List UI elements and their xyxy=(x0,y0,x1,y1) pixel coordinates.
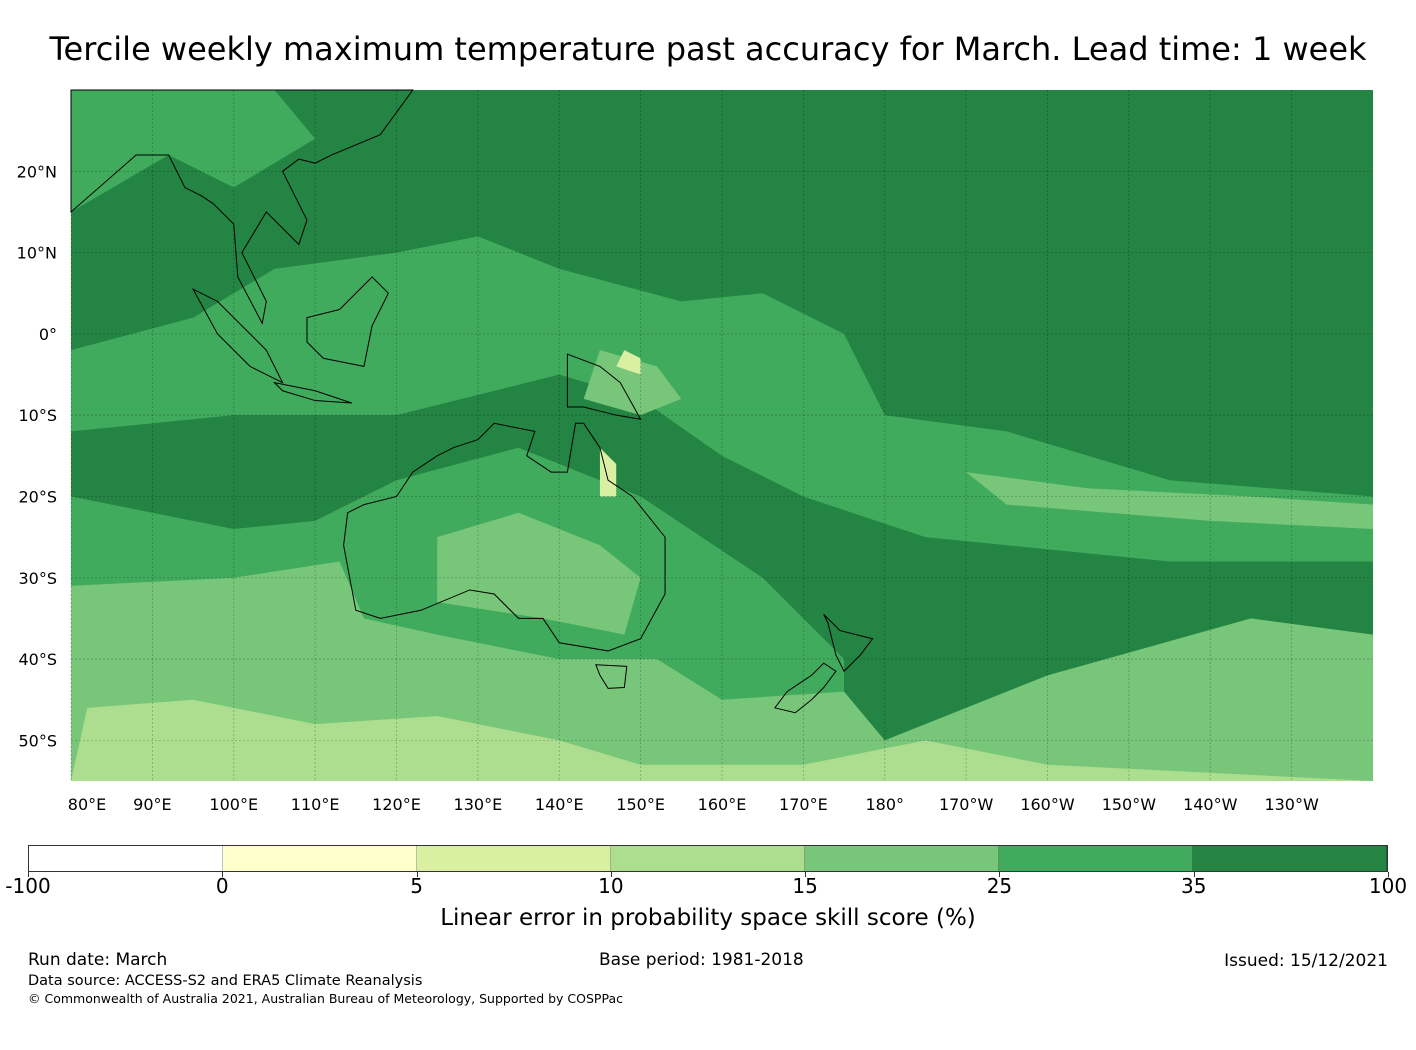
data-source: Data source: ACCESS-S2 and ERA5 Climate … xyxy=(28,973,423,989)
region-15-25 xyxy=(583,350,682,416)
lon-tick-label: 140°E xyxy=(535,795,584,814)
lon-tick-label: 160°W xyxy=(1020,795,1075,814)
colorbar-tick-label: 100 xyxy=(1368,874,1408,898)
colorbar-tick-mark xyxy=(28,872,29,877)
lat-tick-label: 50°S xyxy=(18,731,57,750)
colorbar-segment xyxy=(611,846,805,871)
lon-tick-label: 130°E xyxy=(454,795,503,814)
colorbar-segment xyxy=(417,846,611,871)
lon-tick-label: 80°E xyxy=(68,795,106,814)
lon-tick-label: 140°W xyxy=(1183,795,1238,814)
colorbar-tick-mark xyxy=(1388,872,1389,877)
lat-tick-label: 30°S xyxy=(18,569,57,588)
colorbar-tick-label: 15 xyxy=(792,874,818,898)
colorbar-segment xyxy=(999,846,1193,871)
coastline-australia xyxy=(343,422,666,652)
colorbar-segment xyxy=(29,846,223,871)
copyright: © Commonwealth of Australia 2021, Austra… xyxy=(28,991,623,1006)
base-period: Base period: 1981-2018 xyxy=(599,950,804,970)
lon-tick-label: 170°E xyxy=(779,795,828,814)
lon-tick-label: 180° xyxy=(865,795,904,814)
colorbar-segment xyxy=(223,846,417,871)
colorbar-segment xyxy=(1193,846,1387,871)
coastline-new-guinea xyxy=(566,353,642,420)
colorbar-tick-mark xyxy=(1193,872,1195,877)
coastline-sumatra xyxy=(191,288,284,384)
colorbar-tick-mark xyxy=(222,872,224,877)
issued-date: Issued: 15/12/2021 xyxy=(1224,951,1388,971)
colorbar-tick-label: 10 xyxy=(598,874,624,898)
region-10-15 xyxy=(71,699,1373,781)
lon-tick-label: 130°W xyxy=(1264,795,1319,814)
coastline-asia xyxy=(70,89,414,325)
region-25-35 xyxy=(71,90,316,212)
colorbar-tick-label: 35 xyxy=(1180,874,1207,898)
lon-tick-label: 150°E xyxy=(616,795,665,814)
lat-tick-label: 40°S xyxy=(18,650,57,669)
colorbar-tick-label: -100 xyxy=(5,874,51,898)
colorbar-label: Linear error in probability space skill … xyxy=(440,905,976,931)
coastline-new-zealand-south xyxy=(774,662,837,714)
lon-tick-label: 100°E xyxy=(209,795,258,814)
colorbar-tick-label: 5 xyxy=(410,874,423,898)
coastline-tasmania xyxy=(595,664,628,689)
lon-tick-label: 170°W xyxy=(939,795,994,814)
lat-tick-label: 10°N xyxy=(17,244,57,263)
run-date: Run date: March xyxy=(28,950,168,970)
lat-tick-label: 20°S xyxy=(18,487,57,506)
colorbar-tick-mark xyxy=(416,872,418,877)
colorbar-segment xyxy=(805,846,999,871)
lon-tick-label: 90°E xyxy=(133,795,171,814)
colorbar xyxy=(28,845,1388,872)
lon-tick-label: 120°E xyxy=(372,795,421,814)
skill-regions xyxy=(71,90,1373,781)
region-25-35 xyxy=(71,236,1373,562)
chart-title: Tercile weekly maximum temperature past … xyxy=(49,30,1367,68)
colorbar-tick-mark xyxy=(999,872,1001,877)
coastline-borneo xyxy=(306,276,389,367)
colorbar-tick-mark xyxy=(805,872,807,877)
colorbar-tick-label: 25 xyxy=(986,874,1013,898)
lon-tick-label: 150°W xyxy=(1102,795,1157,814)
region-15-25 xyxy=(966,472,1373,529)
coastline-new-zealand-north xyxy=(823,613,874,673)
lat-tick-label: 20°N xyxy=(17,162,57,181)
coastline-java xyxy=(272,381,352,404)
lat-tick-label: 10°S xyxy=(18,406,57,425)
lon-tick-label: 110°E xyxy=(291,795,340,814)
skill-score-map: 80°E 90°E 100°E 110°E 120°E 130°E 140°E 150°E 16… xyxy=(17,89,1373,814)
region-5-10 xyxy=(616,350,641,375)
colorbar-tick-label: 0 xyxy=(215,874,229,898)
region-5-10 xyxy=(599,447,617,497)
lon-tick-label: 160°E xyxy=(698,795,747,814)
lat-tick-label: 0° xyxy=(39,325,57,344)
region-15-25 xyxy=(437,512,641,635)
colorbar-tick-mark xyxy=(610,872,612,877)
